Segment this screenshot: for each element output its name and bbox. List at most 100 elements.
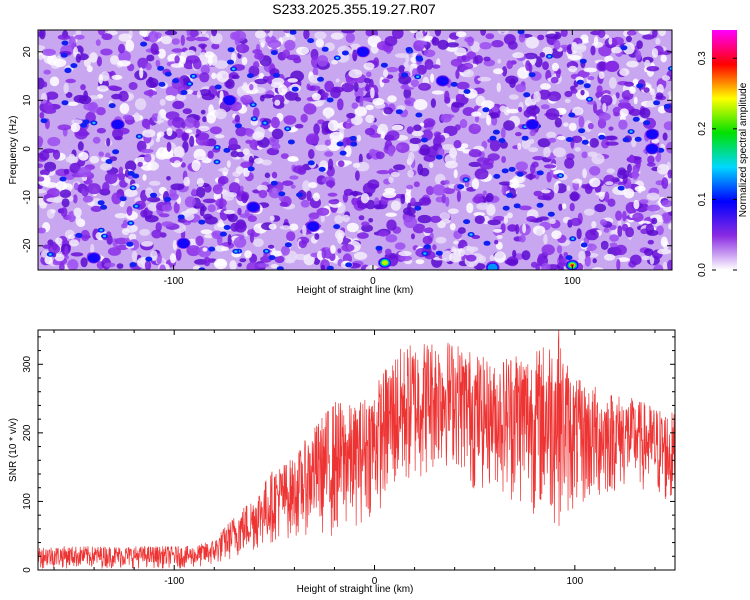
heatmap-cell [365, 104, 374, 111]
heatmap-cell [38, 189, 47, 194]
heatmap-cell [137, 161, 143, 167]
heatmap-y-tick-label: 20 [22, 46, 33, 58]
heatmap-cell [430, 215, 442, 223]
heatmap-cell [435, 154, 443, 160]
heatmap-cell [325, 180, 336, 188]
heatmap-cell [215, 146, 219, 149]
heatmap-cell [570, 88, 578, 94]
heatmap-cell [287, 139, 295, 145]
heatmap-cell [313, 257, 321, 265]
heatmap-cell [568, 65, 578, 73]
heatmap-cell [463, 69, 474, 78]
heatmap-cell [493, 68, 504, 75]
heatmap-cell [539, 52, 546, 58]
heatmap-cell [531, 161, 539, 168]
heatmap-cell [581, 151, 588, 159]
snr-line [38, 330, 675, 569]
heatmap-cell [631, 168, 639, 180]
heatmap-cell [284, 91, 299, 101]
heatmap-cell [416, 56, 424, 62]
heatmap-cell [408, 151, 415, 163]
heatmap-cell [541, 189, 551, 194]
heatmap-cell [337, 248, 342, 254]
heatmap-cell [329, 131, 344, 142]
heatmap-cell [444, 90, 450, 103]
heatmap-hotspot [222, 94, 237, 106]
heatmap-cell [320, 264, 326, 270]
heatmap-cell [535, 263, 540, 270]
heatmap-cell [118, 166, 124, 177]
heatmap-cell [578, 115, 585, 128]
heatmap-cell [296, 46, 310, 56]
heatmap-cell [540, 104, 550, 110]
heatmap-cell [500, 127, 506, 139]
heatmap-cell [635, 50, 642, 61]
heatmap-cell [201, 157, 212, 164]
heatmap-cell [441, 114, 455, 119]
heatmap-cell [537, 195, 551, 201]
heatmap-cell [75, 53, 82, 63]
heatmap-cell [39, 30, 46, 40]
heatmap-cell [232, 67, 236, 71]
heatmap-cell [403, 216, 418, 229]
heatmap-cell [195, 186, 206, 198]
heatmap-cell [537, 253, 545, 264]
heatmap-cell [516, 171, 524, 177]
heatmap-cell [345, 262, 353, 268]
heatmap-cell [503, 120, 515, 131]
heatmap-cell [622, 137, 630, 143]
heatmap-cell [382, 191, 397, 199]
heatmap-cell [387, 95, 397, 103]
heatmap-cell [448, 252, 462, 263]
heatmap-cell [339, 150, 347, 156]
heatmap-cell [200, 229, 213, 235]
heatmap-cell [202, 198, 216, 204]
heatmap-cell [629, 108, 641, 116]
heatmap-cell [501, 156, 506, 163]
heatmap-cell [341, 30, 355, 34]
heatmap-cell [219, 231, 227, 237]
heatmap-cell [407, 169, 414, 178]
heatmap-cell [430, 73, 435, 83]
heatmap-cell [180, 162, 186, 168]
heatmap-cell [255, 30, 266, 39]
heatmap-cell [474, 168, 489, 180]
heatmap-cell [536, 228, 543, 237]
heatmap-cell [479, 42, 492, 50]
heatmap-cell [57, 124, 72, 131]
heatmap-cell [487, 153, 500, 161]
heatmap-cell [78, 151, 89, 161]
heatmap-cell [629, 86, 636, 95]
heatmap-cell [157, 112, 162, 125]
heatmap-cell [341, 82, 355, 93]
heatmap-cell [572, 179, 583, 184]
heatmap-cell [60, 52, 68, 58]
heatmap-cell [161, 35, 172, 45]
heatmap-cell [464, 181, 470, 188]
heatmap-cell [626, 60, 639, 68]
heatmap-cell [608, 126, 614, 131]
heatmap-cell [71, 119, 83, 125]
heatmap-cell [401, 72, 409, 78]
heatmap-cell [102, 234, 107, 238]
heatmap-cell [212, 184, 223, 195]
heatmap-cell [111, 192, 122, 205]
heatmap-cell [669, 67, 672, 70]
heatmap-cell [440, 211, 451, 221]
heatmap-cell [515, 161, 528, 171]
heatmap-cell [38, 77, 45, 90]
heatmap-cell [656, 163, 670, 175]
heatmap-cell [145, 77, 159, 88]
heatmap-cell [284, 242, 292, 248]
heatmap-cell [554, 117, 562, 128]
heatmap-cell [610, 230, 618, 236]
heatmap-cell [387, 145, 395, 157]
heatmap-cell [602, 102, 607, 113]
heatmap-cell [616, 258, 621, 270]
heatmap-cell [316, 207, 330, 216]
heatmap-cell [457, 227, 466, 234]
heatmap-cell [604, 191, 610, 203]
heatmap-cell [405, 47, 413, 52]
heatmap-cell [104, 262, 116, 268]
heatmap-cell [171, 38, 180, 45]
